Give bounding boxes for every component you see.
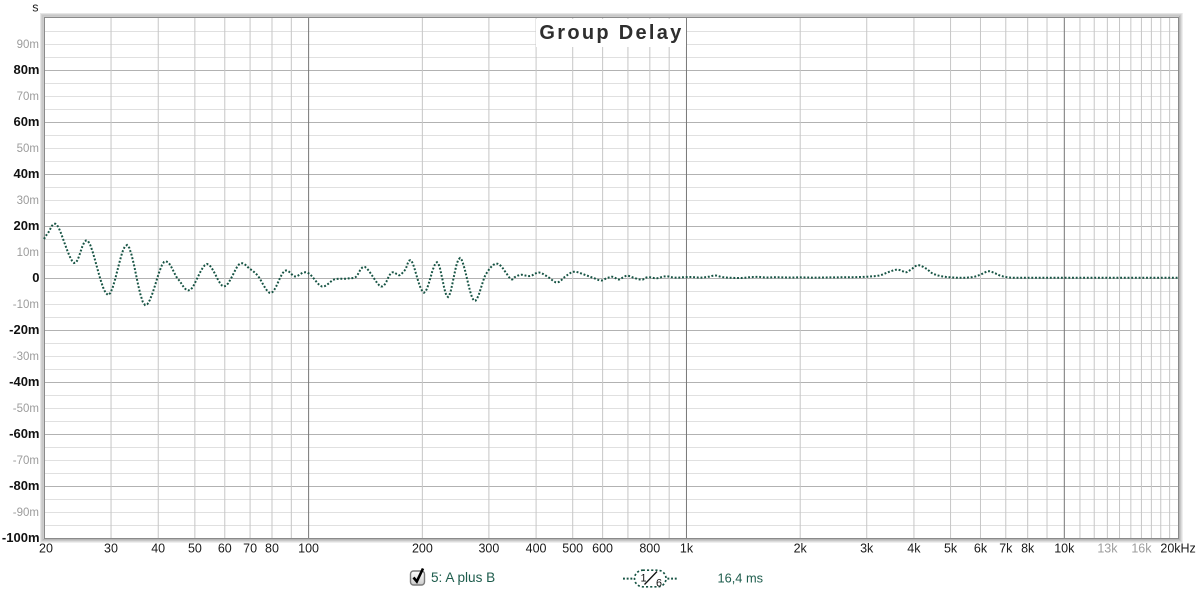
svg-text:2k: 2k [794,542,808,556]
svg-text:50: 50 [188,542,202,556]
svg-text:10k: 10k [1054,542,1075,556]
svg-text:20m: 20m [13,218,39,233]
svg-text:5: A plus B: 5: A plus B [431,570,495,585]
svg-text:-80m: -80m [9,478,39,493]
svg-text:30: 30 [104,542,118,556]
svg-text:20kHz: 20kHz [1160,542,1195,556]
svg-text:40m: 40m [13,166,39,181]
svg-text:-90m: -90m [13,507,39,519]
svg-text:90m: 90m [17,39,39,51]
svg-text:16,4 ms: 16,4 ms [718,570,764,585]
svg-text:16k: 16k [1131,542,1152,556]
svg-text:80m: 80m [13,62,39,77]
svg-text:13k: 13k [1097,542,1118,556]
svg-text:1k: 1k [680,542,694,556]
svg-text:-10m: -10m [13,299,39,311]
svg-text:Group Delay: Group Delay [539,22,683,44]
svg-text:500: 500 [562,542,583,556]
svg-text:6k: 6k [974,542,988,556]
svg-text:-100m: -100m [2,530,40,545]
svg-text:400: 400 [526,542,547,556]
svg-text:70: 70 [243,542,257,556]
svg-text:-40m: -40m [9,374,39,389]
svg-text:10m: 10m [17,247,39,259]
svg-text:7k: 7k [999,542,1013,556]
svg-text:800: 800 [639,542,660,556]
svg-text:60: 60 [218,542,232,556]
svg-text:s: s [32,1,38,15]
svg-text:1: 1 [641,573,647,585]
svg-text:40: 40 [151,542,165,556]
svg-text:4k: 4k [907,542,921,556]
svg-text:3k: 3k [860,542,874,556]
svg-text:-50m: -50m [13,403,39,415]
svg-text:50m: 50m [17,143,39,155]
svg-text:60m: 60m [13,114,39,129]
svg-text:100: 100 [298,542,319,556]
svg-text:-60m: -60m [9,426,39,441]
svg-text:80: 80 [265,542,279,556]
svg-text:5k: 5k [944,542,958,556]
svg-text:-70m: -70m [13,455,39,467]
svg-text:30m: 30m [17,195,39,207]
svg-text:8k: 8k [1021,542,1035,556]
svg-text:20: 20 [39,542,53,556]
svg-text:70m: 70m [17,91,39,103]
svg-text:0: 0 [32,270,39,285]
svg-text:-20m: -20m [9,322,39,337]
svg-text:6: 6 [656,578,662,590]
svg-text:-30m: -30m [13,351,39,363]
svg-text:300: 300 [478,542,499,556]
svg-text:200: 200 [412,542,433,556]
svg-text:600: 600 [592,542,613,556]
